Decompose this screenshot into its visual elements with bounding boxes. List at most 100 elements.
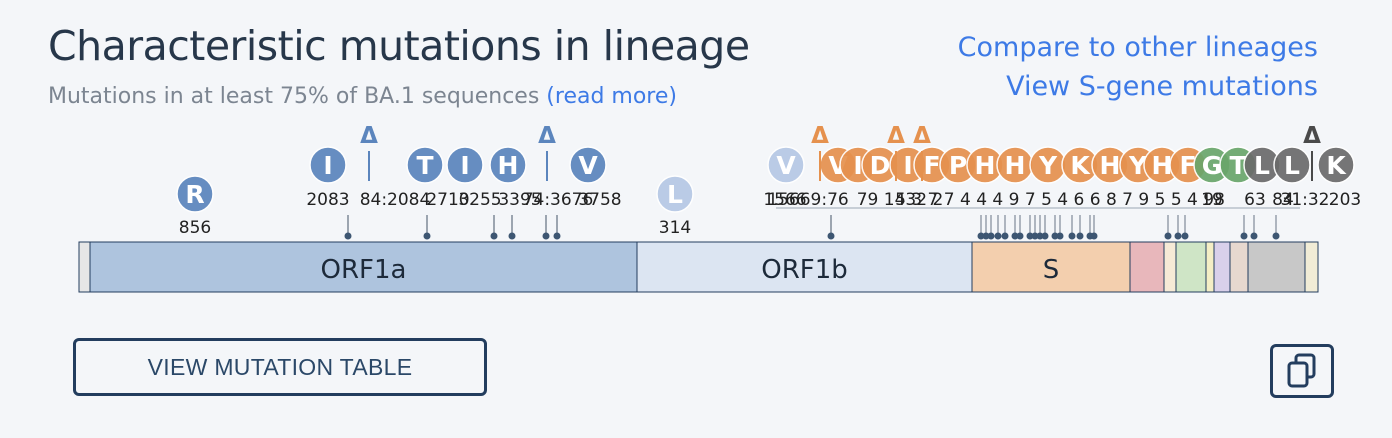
mutation-position-label: 15669:76	[767, 190, 848, 210]
gene-segment	[971, 241, 1131, 293]
mutation-H3395-circle	[489, 146, 527, 184]
mutation-position-label: 2710	[426, 190, 469, 210]
mutation-T63-letter: T	[1229, 151, 1246, 180]
mutation-K203-letter: K	[1326, 151, 1347, 180]
mutation-L84-letter: L	[1284, 151, 1300, 180]
read-more-link[interactable]: (read more)	[546, 84, 677, 109]
mutation-position-label: 3395	[498, 190, 541, 210]
mutation-dot	[553, 232, 561, 240]
mutation-dot	[1076, 232, 1084, 240]
mutation-position-label: 203	[1329, 190, 1361, 210]
mutation-dots	[344, 232, 1280, 240]
gene-segment	[1247, 241, 1306, 293]
gene-segment	[1213, 241, 1231, 293]
mutation-dot	[994, 232, 1002, 240]
gene-segment-utr	[78, 241, 91, 293]
mutation-s-9-letter: K	[1070, 151, 1091, 180]
gene-segment	[89, 241, 638, 293]
view-mutation-table-button[interactable]: VIEW MUTATION TABLE	[73, 338, 487, 396]
header-links: Compare to other lineages View S-gene mu…	[958, 28, 1318, 106]
mutation-position-label: 5 3 7 7 4 4 4 9 7 5 4 6 6 8 7 9 5 5 4 98	[895, 190, 1225, 210]
mutation-dot	[1016, 232, 1024, 240]
mutation-V3758-letter: V	[578, 151, 598, 180]
mutation-dot	[1068, 232, 1076, 240]
delta-icon: Δ	[887, 123, 905, 149]
mutation-L314-letter: L	[667, 180, 683, 209]
mutation-dot	[1090, 232, 1098, 240]
mutation-dot	[1041, 232, 1049, 240]
mutation-T2710-letter: T	[416, 151, 433, 180]
mutation-stems	[347, 207, 1300, 236]
mutation-I2083-circle	[309, 146, 347, 184]
delta-icon: Δ	[360, 123, 378, 149]
mutation-position-label: 3255	[458, 190, 501, 210]
mutation-dot	[1001, 232, 1009, 240]
mutation-s-3-letter: I	[903, 151, 912, 180]
copy-icon	[1287, 353, 1316, 388]
gene-label: ORF1a	[321, 255, 407, 285]
mutation-dot	[1250, 232, 1258, 240]
mutation-dot	[1026, 232, 1034, 240]
mutation-R856-letter: R	[185, 180, 204, 209]
delta-icon: Δ	[538, 123, 556, 149]
mutation-position-label: 84	[1272, 190, 1294, 210]
mutation-position-label: 314	[659, 218, 691, 238]
gene-label: S	[1043, 255, 1060, 285]
mutation-s-7-letter: H	[1005, 151, 1026, 180]
mutation-dot	[1051, 232, 1059, 240]
mutation-dot	[1240, 232, 1248, 240]
mutation-V3758-circle	[569, 146, 607, 184]
subtitle-text: Mutations in at least 75% of BA.1 sequen…	[48, 84, 540, 109]
mutation-dot	[977, 232, 985, 240]
gene-segment	[636, 241, 973, 293]
gene-segment	[1229, 241, 1249, 293]
s-gene-mutations-link[interactable]: View S-gene mutations	[1006, 71, 1318, 102]
mutation-dot	[423, 232, 431, 240]
gene-label: ORF1b	[761, 255, 848, 285]
mutation-position-label: 19	[1201, 190, 1223, 210]
mutation-dot	[542, 232, 550, 240]
mutation-position-label: 3758	[578, 190, 621, 210]
delta-icon: Δ	[811, 123, 829, 149]
mutation-position-label: 63	[1244, 190, 1266, 210]
mutation-I3255-circle	[446, 146, 484, 184]
mutation-s-12-letter: H	[1152, 151, 1173, 180]
mutation-K203-circle	[1317, 146, 1355, 184]
mutation-G19-letter: G	[1202, 151, 1223, 180]
mutation-dot	[490, 232, 498, 240]
mutation-dot	[1174, 232, 1182, 240]
mutation-s-2-letter: D	[870, 151, 891, 180]
mutation-V1566-circle	[767, 146, 805, 184]
mutation-s-5-letter: P	[949, 151, 967, 180]
copy-button[interactable]	[1270, 344, 1334, 398]
mutation-s-13-letter: F	[1179, 151, 1196, 180]
gene-segment	[1175, 241, 1207, 293]
mutation-dot	[1011, 232, 1019, 240]
mutation-I2083-letter: I	[323, 151, 332, 180]
gene-bar: ORF1a ORF1b S	[78, 241, 1319, 293]
mutation-s-10-letter: H	[1100, 151, 1121, 180]
mutation-dot	[1036, 232, 1044, 240]
mutation-dot	[1181, 232, 1189, 240]
compare-lineages-link[interactable]: Compare to other lineages	[957, 32, 1318, 63]
mutation-position-label: 79 1432 2	[857, 190, 944, 210]
mutation-dot	[827, 232, 835, 240]
mutation-position-label: 1566	[763, 190, 806, 210]
delta-icon: Δ	[1303, 123, 1321, 149]
mutation-s-6-letter: H	[975, 151, 996, 180]
mutation-I3255-letter: I	[460, 151, 469, 180]
gene-segment	[1205, 241, 1215, 293]
delta-icon: Δ	[913, 123, 931, 149]
mutation-position-label: 74:3676	[523, 190, 594, 210]
mutation-L3-letter: L	[1254, 151, 1270, 180]
mutation-s-1-letter: I	[853, 151, 862, 180]
mutation-position-label: 2083	[306, 190, 349, 210]
mutation-s-11-letter: Y	[1128, 151, 1148, 180]
subtitle: Mutations in at least 75% of BA.1 sequen…	[48, 84, 677, 109]
mutation-dot	[1031, 232, 1039, 240]
mutation-dot	[1272, 232, 1280, 240]
mutation-V1566-letter: V	[776, 151, 796, 180]
mutation-R856-circle	[176, 175, 214, 213]
